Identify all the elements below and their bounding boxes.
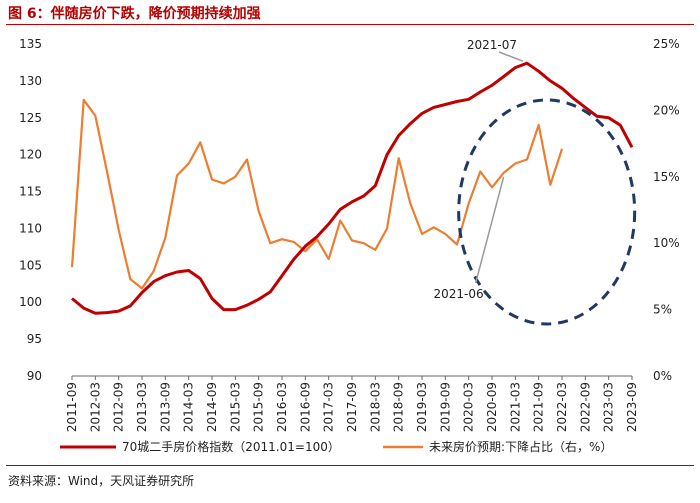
y-left-tick-label: 135	[19, 37, 42, 51]
legend-label-secondhand-index: 70城二手房价格指数（2011.01=100）	[122, 439, 340, 454]
x-tick-label: 2019-09	[438, 382, 452, 432]
y-left-tick-label: 105	[19, 258, 42, 272]
y-left-tick-label: 90	[27, 369, 42, 383]
y-left-tick-label: 120	[19, 148, 42, 162]
annotation-leader-peak	[498, 51, 524, 62]
highlight-ellipse	[457, 98, 637, 326]
x-tick-label: 2018-09	[392, 382, 406, 432]
y-left-tick-label: 125	[19, 111, 42, 125]
x-tick-label: 2020-09	[485, 382, 499, 432]
x-tick-label: 2019-03	[415, 382, 429, 432]
x-tick-label: 2015-03	[228, 382, 242, 432]
x-tick-label: 2014-09	[205, 382, 219, 432]
x-tick-label: 2023-09	[625, 382, 639, 432]
x-tick-label: 2014-03	[182, 382, 196, 432]
x-tick-label: 2018-03	[368, 382, 382, 432]
x-tick-label: 2011-09	[65, 382, 79, 432]
y-right-tick-label: 10%	[653, 236, 680, 250]
x-tick-label: 2021-09	[532, 382, 546, 432]
y-left-tick-label: 130	[19, 74, 42, 88]
x-tick-label: 2021-03	[508, 382, 522, 432]
y-right-tick-label: 15%	[653, 170, 680, 184]
x-tick-label: 2012-09	[112, 382, 126, 432]
y-left-tick-label: 115	[19, 185, 42, 199]
annotation-leader-low	[474, 176, 505, 284]
series-line-secondhand-index	[71, 61, 634, 315]
source-note: 资料来源：Wind，天风证券研究所	[8, 474, 195, 488]
x-tick-label: 2017-09	[345, 382, 359, 432]
x-tick-label: 2022-03	[555, 382, 569, 432]
x-tick-label: 2015-09	[252, 382, 266, 432]
x-tick-label: 2013-09	[158, 382, 172, 432]
source-divider	[6, 465, 694, 466]
x-tick-label: 2013-03	[135, 382, 149, 432]
x-tick-label: 2023-03	[602, 382, 616, 432]
annotation-peak-label: 2021-07	[467, 38, 517, 52]
y-right-tick-label: 5%	[653, 303, 672, 317]
y-left-tick-label: 110	[19, 221, 42, 235]
title-divider	[6, 24, 694, 25]
x-tick-label: 2012-03	[88, 382, 102, 432]
legend-label-price-expectation: 未来房价预期:下降占比（右，%）	[429, 439, 612, 454]
x-tick-label: 2022-09	[578, 382, 592, 432]
x-tick-label: 2016-09	[298, 382, 312, 432]
y-right-tick-label: 25%	[653, 37, 680, 51]
y-left-tick-label: 95	[27, 332, 42, 346]
series-line-price-expectation	[70, 98, 564, 290]
x-tick-label: 2016-03	[275, 382, 289, 432]
y-right-tick-label: 0%	[653, 369, 672, 383]
x-tick-label: 2020-03	[462, 382, 476, 432]
page-title: 图 6：伴随房价下跌，降价预期持续加强	[8, 6, 261, 22]
x-tick-label: 2017-03	[322, 382, 336, 432]
y-right-tick-label: 20%	[653, 103, 680, 117]
y-left-tick-label: 100	[19, 295, 42, 309]
annotation-low-label: 2021-06	[434, 287, 484, 301]
